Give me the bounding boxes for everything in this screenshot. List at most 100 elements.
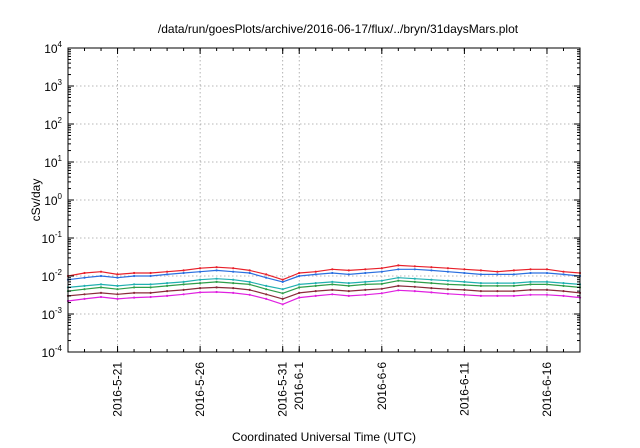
x-tick-label: 2016-5-21 [111,362,125,417]
data-point [232,270,235,273]
data-point [545,293,549,296]
data-point [248,269,251,272]
data-point [298,283,301,286]
data-point [199,287,202,290]
y-tick-labels: 10-4 10-3 10-2 10-1 100 101 102 103 104 [42,40,63,360]
data-point [314,270,317,273]
data-point [529,288,532,291]
data-point [397,268,400,271]
data-point [166,294,169,297]
data-point [314,290,317,293]
data-point [166,284,169,287]
data-point [298,274,301,278]
data-point [265,284,268,287]
data-point [248,288,251,291]
series-line-4 [67,280,581,294]
data-point [99,283,103,286]
data-point [479,282,482,285]
data-point [397,264,400,267]
data-point [397,289,400,292]
data-point [380,292,383,295]
data-point [215,269,218,272]
data-point [364,283,367,286]
data-point [215,290,218,294]
data-point [265,293,268,296]
data-point [446,267,449,270]
data-point [232,278,235,281]
data-point [133,283,136,286]
data-point [397,276,400,279]
data-point [83,297,86,300]
series-line-1 [67,264,581,281]
data-point [529,271,532,275]
data-point [166,273,169,276]
x-axis-label: Coordinated Universal Time (UTC) [232,430,416,444]
data-point [83,284,86,287]
data-point [232,267,235,270]
data-point [182,269,185,272]
data-point [364,268,367,271]
data-point [463,288,466,291]
data-point [232,287,235,290]
data-point [199,282,202,285]
data-point [281,280,284,283]
data-point [314,294,317,297]
data-point [496,273,499,276]
data-point [380,282,383,285]
data-point [479,290,482,293]
data-point [281,303,284,306]
data-point [133,286,136,289]
data-point [463,271,466,275]
data-point [149,291,152,294]
series-line-2 [67,268,581,283]
data-point [116,297,119,300]
data-point [133,274,136,278]
y-tick-label: 10-3 [42,306,63,322]
data-point [347,294,350,297]
data-point [133,271,136,275]
data-point [166,282,169,285]
data-point [430,266,433,269]
data-point [182,271,185,275]
data-point [479,284,482,287]
data-point [380,279,383,282]
data-point [281,292,284,295]
data-point [314,282,317,285]
y-tick-label: 103 [44,78,62,94]
data-point [529,293,532,296]
data-point [364,271,367,275]
axis-ticks [67,47,581,353]
data-point [149,283,152,286]
data-point [265,276,268,279]
data-point [199,291,202,294]
y-tick-label: 10-1 [42,230,63,246]
data-point [314,284,317,287]
data-point [545,283,549,286]
data-point [430,291,433,294]
series-line-3 [67,277,581,290]
y-axis-label: cSv/day [29,179,43,222]
data-point [562,290,565,293]
data-point [397,284,400,287]
x-tick-label: 2016-6-1 [292,362,306,410]
data-point [116,273,119,276]
data-point [496,270,499,273]
data-point [182,283,185,286]
data-point [496,282,499,285]
data-point [248,271,251,275]
data-point [545,271,549,275]
data-point [512,273,516,276]
data-point [83,288,86,291]
data-point [545,268,549,271]
data-point [364,280,367,283]
data-point [562,284,565,287]
data-point [364,288,367,291]
data-point [347,284,350,287]
data-point [545,280,549,283]
data-point [116,288,119,291]
data-point [199,267,202,270]
data-point [413,285,416,288]
y-tick-label: 104 [44,40,62,56]
data-point [133,296,136,299]
